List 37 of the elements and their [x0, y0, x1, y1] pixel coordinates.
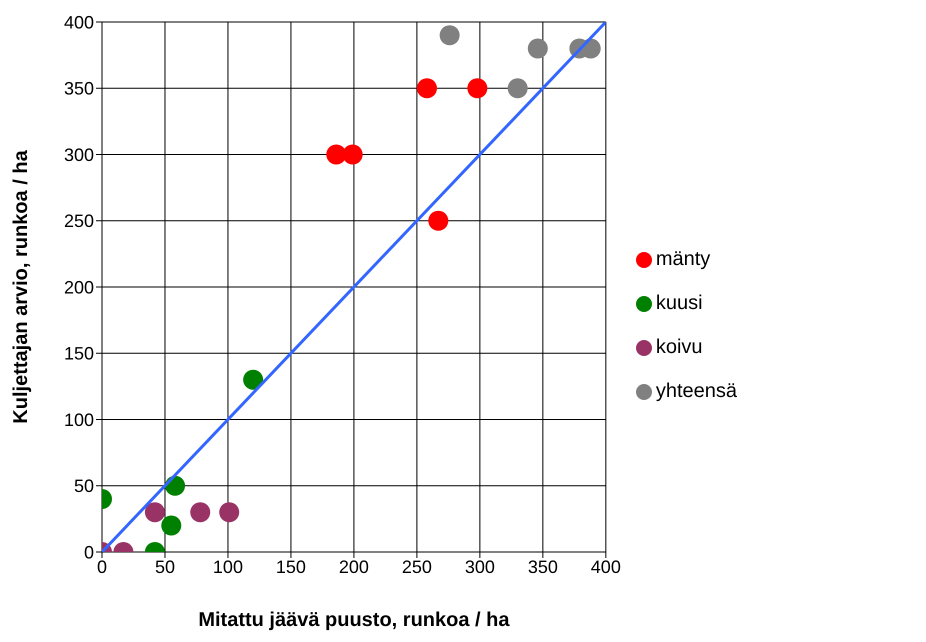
- y-tick-label: 50: [74, 476, 94, 496]
- x-tick-label: 400: [590, 556, 621, 577]
- point: [528, 38, 548, 58]
- x-tick-label: 150: [276, 556, 306, 577]
- x-tick-label: 350: [528, 556, 558, 577]
- x-tick-label: 250: [402, 556, 432, 577]
- point: [467, 78, 488, 98]
- y-tick-label: 400: [64, 12, 94, 32]
- point: [508, 78, 528, 98]
- x-tick-label: 0: [96, 556, 108, 577]
- y-tick-label: 200: [64, 277, 94, 298]
- legend-label: yhteensä: [656, 380, 737, 402]
- point: [144, 502, 165, 522]
- legend-label: mänty: [656, 248, 710, 270]
- x-tick-label: 200: [338, 556, 369, 577]
- point: [342, 144, 363, 164]
- y-tick-label: 250: [64, 211, 94, 232]
- x-tick-label: 50: [154, 556, 175, 577]
- y-tick-label: 0: [84, 542, 94, 562]
- y-axis-title: Kuljettajan arvio, runkoa / ha: [10, 149, 32, 424]
- x-tick-label: 300: [464, 556, 495, 577]
- point: [428, 210, 448, 231]
- point: [219, 502, 240, 522]
- x-tick-label: 100: [212, 556, 243, 577]
- point: [416, 78, 437, 98]
- point: [161, 516, 182, 536]
- legend-label: kuusi: [656, 292, 703, 314]
- y-tick-label: 150: [64, 344, 94, 364]
- legend-label: koivu: [656, 336, 703, 358]
- point: [243, 370, 264, 390]
- y-tick-label: 300: [64, 144, 94, 165]
- y-tick-label: 350: [64, 78, 94, 99]
- y-tick-label: 100: [64, 410, 94, 430]
- x-axis-title: Mitattu jäävä puusto, runkoa / ha: [198, 609, 510, 632]
- point: [190, 502, 210, 522]
- point: [440, 25, 460, 46]
- point: [326, 144, 346, 164]
